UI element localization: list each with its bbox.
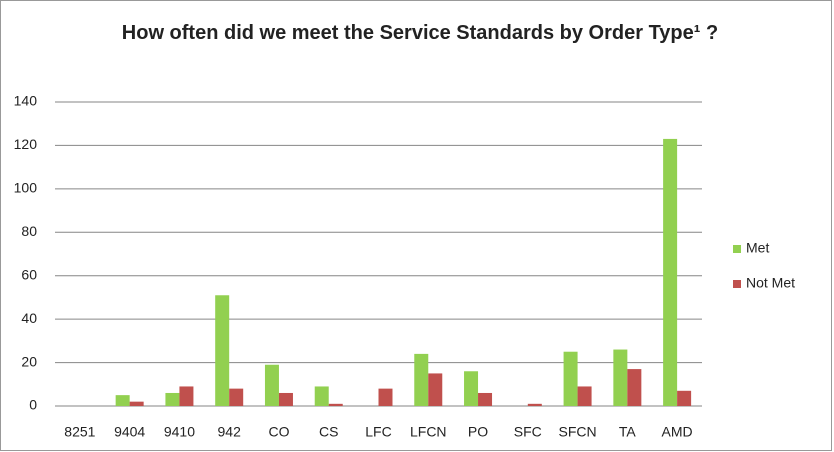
legend-label: Met bbox=[746, 240, 769, 256]
bar bbox=[264, 364, 279, 406]
bar bbox=[677, 390, 692, 406]
x-tick-label: AMD bbox=[662, 424, 693, 440]
bar bbox=[663, 138, 678, 406]
bar bbox=[478, 392, 493, 406]
y-tick-label: 0 bbox=[29, 397, 37, 413]
y-tick-label: 120 bbox=[14, 136, 38, 152]
bar bbox=[527, 403, 542, 406]
bar bbox=[414, 353, 429, 406]
x-tick-label: TA bbox=[619, 424, 637, 440]
bar bbox=[577, 386, 592, 406]
bar bbox=[464, 371, 479, 406]
bar bbox=[115, 395, 130, 406]
x-tick-label: 942 bbox=[218, 424, 242, 440]
y-tick-label: 100 bbox=[14, 180, 38, 196]
bar bbox=[428, 373, 443, 406]
chart-title: How often did we meet the Service Standa… bbox=[121, 22, 719, 44]
y-tick-label: 80 bbox=[21, 223, 37, 239]
bar bbox=[328, 403, 343, 406]
y-tick-label: 140 bbox=[14, 93, 38, 109]
bar bbox=[613, 349, 628, 406]
y-tick-label: 20 bbox=[21, 353, 37, 369]
x-tick-label: LFC bbox=[365, 424, 391, 440]
bar bbox=[215, 295, 230, 406]
x-tick-label: CS bbox=[319, 424, 338, 440]
bar bbox=[278, 392, 293, 406]
bar bbox=[165, 392, 180, 406]
x-tick-label: 9410 bbox=[164, 424, 195, 440]
bar bbox=[378, 388, 393, 406]
bar bbox=[314, 386, 329, 406]
legend-swatch bbox=[733, 245, 741, 253]
x-tick-label: LFCN bbox=[410, 424, 447, 440]
y-tick-label: 40 bbox=[21, 310, 37, 326]
x-tick-label: SFCN bbox=[559, 424, 597, 440]
x-tick-label: SFC bbox=[514, 424, 542, 440]
bar bbox=[129, 401, 144, 406]
legend-swatch bbox=[733, 280, 741, 288]
x-tick-label: CO bbox=[268, 424, 289, 440]
x-tick-label: 8251 bbox=[64, 424, 95, 440]
y-tick-label: 60 bbox=[21, 266, 37, 282]
x-tick-label: PO bbox=[468, 424, 488, 440]
bar bbox=[563, 351, 578, 406]
bar bbox=[229, 388, 244, 406]
bar bbox=[627, 369, 642, 406]
x-tick-label: 9404 bbox=[114, 424, 145, 440]
bar bbox=[179, 386, 194, 406]
legend-label: Not Met bbox=[746, 275, 795, 291]
